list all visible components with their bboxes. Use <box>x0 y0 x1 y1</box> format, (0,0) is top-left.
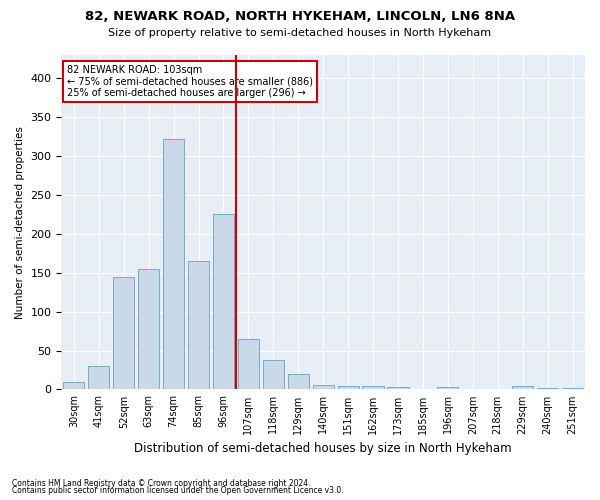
Bar <box>562 388 583 390</box>
Text: Contains HM Land Registry data © Crown copyright and database right 2024.: Contains HM Land Registry data © Crown c… <box>12 478 311 488</box>
Text: Size of property relative to semi-detached houses in North Hykeham: Size of property relative to semi-detach… <box>109 28 491 38</box>
Bar <box>362 386 383 390</box>
Bar <box>287 374 309 390</box>
Text: 82 NEWARK ROAD: 103sqm
← 75% of semi-detached houses are smaller (886)
25% of se: 82 NEWARK ROAD: 103sqm ← 75% of semi-det… <box>67 65 313 98</box>
Bar <box>138 269 159 390</box>
Bar <box>163 139 184 390</box>
Bar <box>113 276 134 390</box>
Y-axis label: Number of semi-detached properties: Number of semi-detached properties <box>15 126 25 318</box>
Bar <box>537 388 558 390</box>
Bar <box>238 339 259 390</box>
X-axis label: Distribution of semi-detached houses by size in North Hykeham: Distribution of semi-detached houses by … <box>134 442 512 455</box>
Bar <box>88 366 109 390</box>
Bar <box>338 386 359 390</box>
Bar <box>188 261 209 390</box>
Bar <box>213 214 234 390</box>
Bar <box>388 387 409 390</box>
Text: Contains public sector information licensed under the Open Government Licence v3: Contains public sector information licen… <box>12 486 344 495</box>
Bar <box>63 382 85 390</box>
Bar <box>437 387 458 390</box>
Bar <box>512 386 533 390</box>
Text: 82, NEWARK ROAD, NORTH HYKEHAM, LINCOLN, LN6 8NA: 82, NEWARK ROAD, NORTH HYKEHAM, LINCOLN,… <box>85 10 515 23</box>
Bar <box>263 360 284 390</box>
Bar <box>313 385 334 390</box>
